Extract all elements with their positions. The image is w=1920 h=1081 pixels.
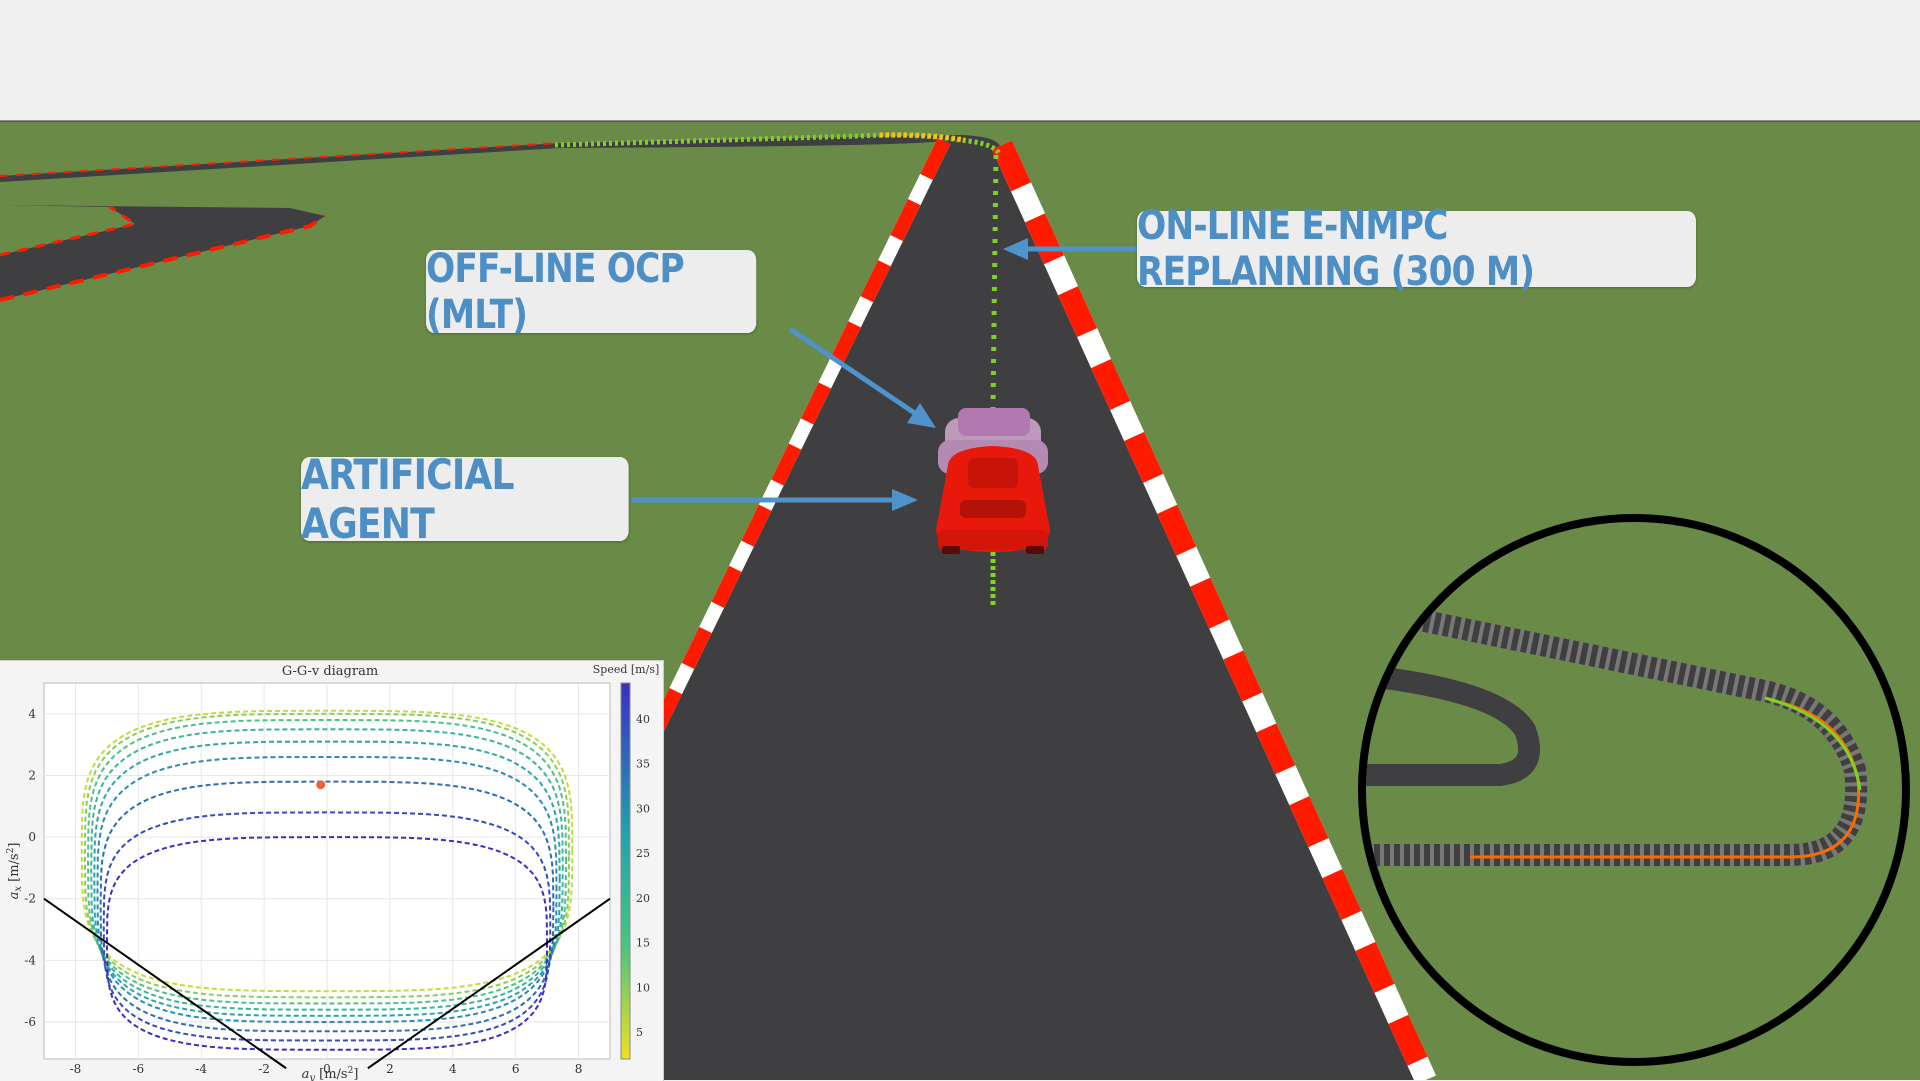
far-track-left xyxy=(0,205,325,300)
colorbar-tick-label: 5 xyxy=(636,1026,643,1039)
far-road-curve xyxy=(560,135,1000,148)
x-tick-label: 6 xyxy=(512,1062,520,1076)
arrow-nmpc xyxy=(1003,238,1137,260)
limit-line xyxy=(43,897,287,1070)
limit-lines xyxy=(43,897,611,1070)
x-tick-label: 8 xyxy=(575,1062,583,1076)
x-tick-label: -8 xyxy=(70,1062,82,1076)
y-tick-label: 0 xyxy=(28,830,36,844)
colorbar-tick-label: 40 xyxy=(636,713,650,726)
x-tick-label: 4 xyxy=(449,1062,457,1076)
y-tick-label: -2 xyxy=(24,892,36,906)
y-tick-label: 4 xyxy=(28,707,36,721)
y-tick-label: -4 xyxy=(24,953,36,967)
colorbar-tick-label: 10 xyxy=(636,981,650,994)
colorbar-ticks: 40 35 30 25 20 15 10 5 xyxy=(636,713,650,1039)
agent-car xyxy=(936,446,1050,554)
y-axis-label: ax [m/s2] xyxy=(6,843,24,900)
current-acceleration-point xyxy=(316,780,326,790)
colorbar-tick-label: 20 xyxy=(636,892,650,905)
x-tick-label: -6 xyxy=(132,1062,144,1076)
callout-artificial-agent: ARTIFICIAL AGENT xyxy=(301,450,629,548)
ggv-curves xyxy=(80,709,574,1051)
minimap xyxy=(1358,514,1910,1066)
arrow-agent xyxy=(632,489,918,511)
ggv-curve xyxy=(99,780,555,1033)
x-tick-label: -2 xyxy=(258,1062,270,1076)
x-tick-label: 0 xyxy=(323,1062,331,1076)
ggv-curve xyxy=(93,740,561,1017)
colorbar-tick-label: 30 xyxy=(636,802,650,815)
x-ticks: -8 -6 -4 -2 0 2 4 6 8 xyxy=(70,1062,583,1076)
x-axis-label: ay [m/s2] xyxy=(302,1066,359,1081)
y-tick-label: -6 xyxy=(24,1015,36,1029)
x-tick-label: -4 xyxy=(195,1062,207,1076)
callout-offline-ocp: OFF-LINE OCP (MLT) xyxy=(426,246,757,338)
ggv-curve xyxy=(90,728,564,1011)
colorbar-tick-label: 35 xyxy=(636,758,650,771)
ggv-curve xyxy=(96,755,558,1024)
ggv-title: G-G-v diagram xyxy=(282,664,378,679)
limit-line xyxy=(367,897,611,1070)
ggv-diagram-panel: G-G-v diagram Speed [m/s] -8 -6 -4 -2 0 2 4 6 8 … xyxy=(0,660,664,1081)
colorbar-tick-label: 25 xyxy=(636,847,650,860)
ggv-curve xyxy=(83,712,571,999)
colorbar-label: Speed [m/s] xyxy=(593,663,660,676)
arrow-ocp xyxy=(788,326,936,428)
main-road xyxy=(500,141,1428,1080)
colorbar xyxy=(620,682,631,1060)
colorbar-tick-label: 15 xyxy=(636,937,650,950)
x-tick-label: 2 xyxy=(386,1062,394,1076)
ggv-curve xyxy=(105,836,549,1051)
ggv-curve xyxy=(102,811,552,1042)
callout-online-nmpc: ON-LINE E-NMPC REPLANNING (300 M) xyxy=(1137,203,1696,295)
ggv-chart: G-G-v diagram Speed [m/s] -8 -6 -4 -2 0 2 4 6 8 … xyxy=(6,663,660,1081)
far-track-top xyxy=(0,143,560,182)
y-tick-label: 2 xyxy=(28,768,36,782)
far-trajectory xyxy=(554,132,1003,157)
grid xyxy=(44,683,610,1059)
ggv-curve xyxy=(86,718,567,1005)
y-ticks: 4 2 0 -2 -4 -6 xyxy=(24,707,36,1029)
